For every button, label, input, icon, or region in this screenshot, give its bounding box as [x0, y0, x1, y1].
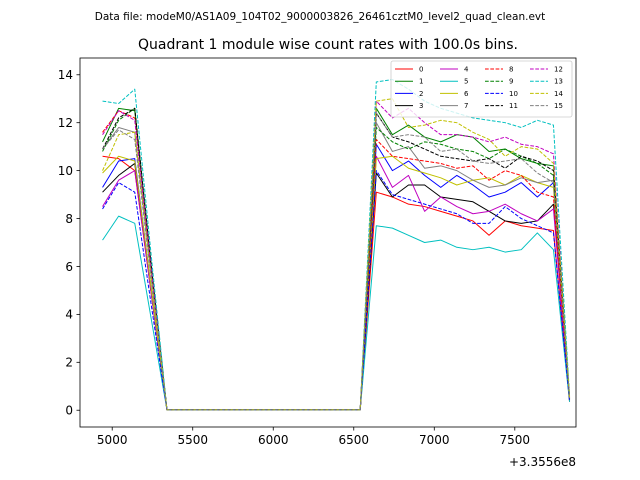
legend-label-2: 2 [419, 90, 423, 98]
y-tick-label-4: 4 [65, 308, 73, 322]
x-offset-label: +3.3556e8 [509, 455, 576, 469]
legend-label-12: 12 [554, 66, 563, 74]
y-tick-label-0: 0 [65, 404, 73, 418]
legend-label-3: 3 [419, 102, 423, 110]
legend-label-4: 4 [464, 66, 469, 74]
legend-label-8: 8 [509, 66, 513, 74]
y-tick-label-8: 8 [65, 212, 73, 226]
y-tick-label-2: 2 [65, 356, 73, 370]
legend-label-14: 14 [554, 90, 563, 98]
legend-label-7: 7 [464, 102, 468, 110]
y-tick-label-6: 6 [65, 260, 73, 274]
y-tick-label-10: 10 [58, 164, 73, 178]
legend-label-10: 10 [509, 90, 518, 98]
x-tick-label-7000: 7000 [419, 433, 450, 447]
series-line-15 [102, 112, 571, 411]
x-tick-label-5500: 5500 [177, 433, 208, 447]
legend-label-13: 13 [554, 78, 563, 86]
legend-box [390, 60, 573, 118]
chart-title: Quadrant 1 module wise count rates with … [138, 37, 518, 53]
x-tick-label-6500: 6500 [338, 433, 369, 447]
legend-label-15: 15 [554, 102, 563, 110]
x-tick-label-6000: 6000 [258, 433, 289, 447]
legend-label-6: 6 [464, 90, 469, 98]
legend-label-11: 11 [509, 102, 518, 110]
y-tick-label-12: 12 [58, 116, 73, 130]
y-tick-label-14: 14 [58, 68, 73, 82]
x-tick-label-7500: 7500 [500, 433, 531, 447]
axes-frame [79, 57, 577, 428]
plot-area [102, 79, 571, 411]
x-tick-label-5000: 5000 [97, 433, 128, 447]
file-suptitle: Data file: modeM0/AS1A09_104T02_90000038… [95, 11, 546, 23]
legend-label-0: 0 [419, 66, 423, 74]
legend-label-9: 9 [509, 78, 513, 86]
legend-label-1: 1 [419, 78, 423, 86]
legend-label-5: 5 [464, 78, 468, 86]
